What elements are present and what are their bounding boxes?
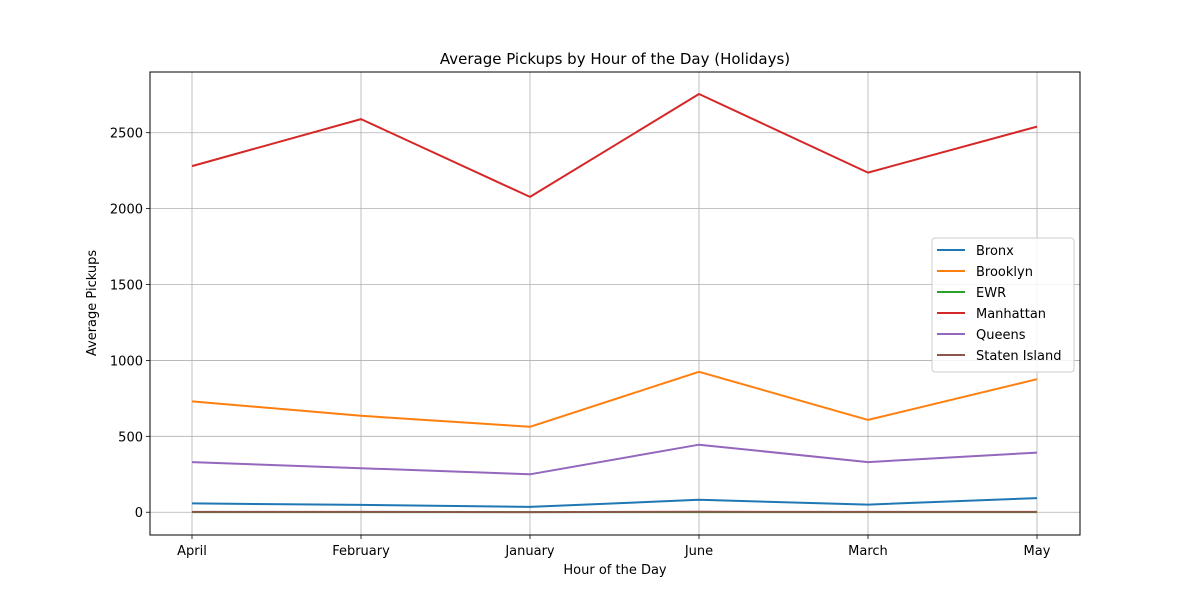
series-line-manhattan — [191, 93, 1038, 198]
series-line-queens — [191, 443, 1038, 476]
y-axis-title: Average Pickups — [85, 250, 100, 356]
y-axis-ticks: 0 500 1000 1500 2000 2500 — [110, 127, 150, 521]
legend-label-bronx: Bronx — [976, 244, 1014, 259]
legend-label-ewr: EWR — [976, 286, 1006, 301]
x-tick-label: June — [684, 544, 713, 559]
x-axis-title: Hour of the Day — [563, 563, 667, 578]
legend: Bronx Brooklyn EWR Manhattan Queens Staten Is… — [931, 237, 1075, 373]
chart-title: Average Pickups by Hour of the Day (Holi… — [440, 50, 790, 68]
y-tick-label: 2000 — [110, 203, 143, 218]
x-tick-label: January — [504, 544, 555, 559]
y-tick-label: 1000 — [110, 354, 143, 369]
y-tick-label: 2500 — [110, 127, 143, 142]
series-lines — [191, 93, 1038, 514]
series-line-brooklyn — [191, 370, 1038, 428]
y-tick-label: 1500 — [110, 279, 143, 294]
x-tick-label: May — [1024, 544, 1051, 559]
legend-label-brooklyn: Brooklyn — [976, 265, 1033, 280]
legend-box — [931, 237, 1075, 373]
x-axis-ticks: April February January June March May — [177, 535, 1051, 559]
legend-label-queens: Queens — [976, 328, 1026, 343]
y-tick-label: 500 — [118, 430, 143, 445]
y-tick-label: 0 — [135, 506, 143, 521]
series-line-bronx — [191, 497, 1038, 508]
x-tick-label: April — [177, 544, 207, 559]
x-tick-label: March — [848, 544, 888, 559]
legend-label-manhattan: Manhattan — [976, 307, 1046, 322]
legend-label-staten-island: Staten Island — [976, 349, 1061, 364]
x-tick-label: February — [332, 544, 390, 559]
plot-frame — [149, 71, 1081, 536]
